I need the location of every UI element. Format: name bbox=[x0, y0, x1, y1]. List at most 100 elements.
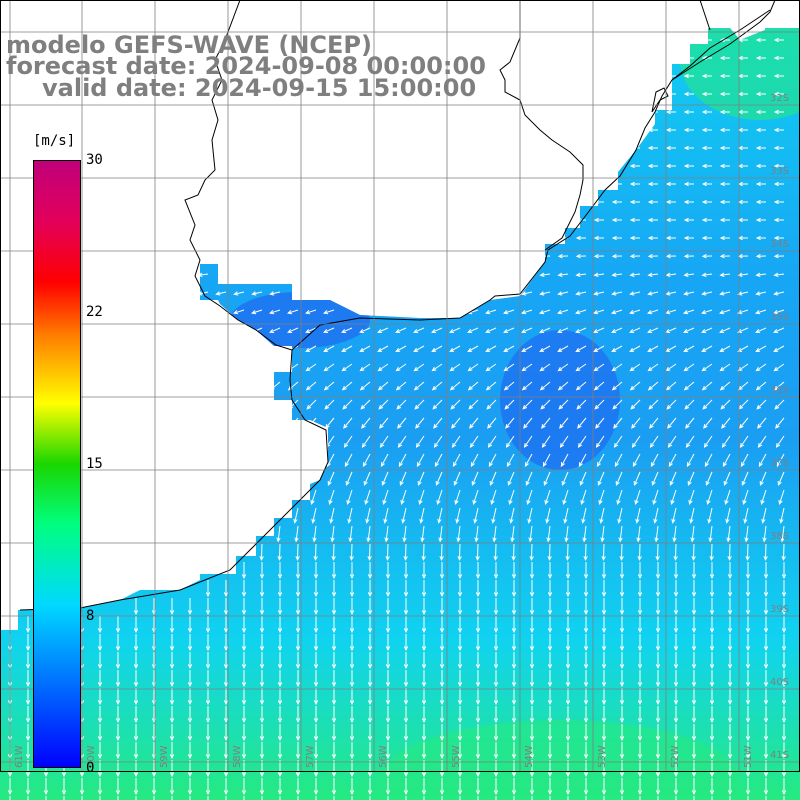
wind-arrow bbox=[241, 706, 247, 724]
wind-arrow bbox=[709, 706, 715, 724]
wind-arrow bbox=[745, 688, 751, 706]
wind-arrow bbox=[583, 543, 588, 562]
wind-arrow bbox=[367, 598, 373, 616]
wind-arrow bbox=[655, 760, 661, 778]
wind-arrow bbox=[349, 580, 355, 598]
wind-arrow bbox=[385, 616, 391, 634]
wind-arrow bbox=[557, 309, 569, 315]
wind-arrow bbox=[452, 453, 461, 468]
wind-arrow bbox=[691, 634, 697, 652]
wind-arrow bbox=[295, 543, 300, 562]
wind-arrow bbox=[187, 760, 193, 778]
longitude-label: 53W bbox=[597, 745, 608, 768]
wind-arrow bbox=[719, 91, 730, 97]
wind-arrow bbox=[665, 217, 676, 223]
coastline-segment bbox=[671, 0, 776, 81]
wind-arrow bbox=[565, 634, 571, 652]
wind-arrow bbox=[547, 742, 553, 760]
high-speed-zone bbox=[380, 720, 740, 800]
wind-arrow bbox=[385, 562, 391, 580]
estuary-low-speed bbox=[230, 292, 370, 348]
wind-arrow bbox=[583, 634, 589, 652]
wind-arrow bbox=[722, 453, 731, 468]
wind-arrow bbox=[701, 145, 712, 151]
wind-arrow bbox=[457, 760, 463, 778]
wind-arrow bbox=[169, 724, 175, 742]
wind-arrow bbox=[763, 706, 769, 724]
wind-arrow bbox=[691, 778, 697, 796]
wind-arrow bbox=[457, 688, 463, 706]
wind-arrow bbox=[575, 291, 587, 296]
wind-arrow bbox=[529, 652, 535, 670]
wind-arrow bbox=[582, 525, 587, 543]
wind-arrow bbox=[189, 796, 191, 800]
wind-arrow bbox=[349, 652, 355, 670]
wind-arrow bbox=[655, 562, 661, 580]
wind-arrow bbox=[665, 163, 676, 169]
wind-arrow bbox=[720, 399, 731, 410]
wind-arrow bbox=[673, 670, 679, 688]
wind-arrow bbox=[153, 796, 155, 800]
wind-arrow bbox=[397, 435, 407, 448]
wind-arrow bbox=[671, 507, 677, 524]
wind-arrow bbox=[456, 525, 461, 543]
wind-arrow bbox=[259, 760, 265, 778]
wind-arrow bbox=[341, 381, 353, 391]
wind-arrow bbox=[276, 525, 281, 543]
wind-arrow bbox=[133, 688, 139, 706]
wind-arrow bbox=[559, 435, 569, 448]
wind-arrow bbox=[403, 634, 409, 652]
wind-arrow bbox=[601, 580, 607, 598]
wind-arrow bbox=[763, 778, 769, 796]
wind-arrow bbox=[169, 706, 175, 724]
wind-arrow bbox=[223, 580, 229, 598]
wind-arrow bbox=[557, 363, 569, 372]
wind-arrow bbox=[269, 327, 281, 333]
wind-arrow bbox=[505, 435, 515, 448]
wind-arrow bbox=[631, 417, 641, 429]
wind-arrow bbox=[315, 796, 317, 800]
wind-arrow bbox=[419, 507, 425, 524]
wind-arrow bbox=[745, 706, 751, 724]
wind-arrow bbox=[613, 435, 623, 448]
wind-arrow bbox=[359, 363, 371, 372]
wind-arrow bbox=[614, 453, 623, 468]
wind-arrow bbox=[745, 652, 751, 670]
wind-arrow bbox=[525, 471, 533, 487]
wind-arrow bbox=[387, 796, 389, 800]
wind-arrow bbox=[289, 417, 299, 429]
wind-arrow bbox=[511, 688, 517, 706]
wind-arrow bbox=[493, 598, 499, 616]
wind-arrow bbox=[297, 796, 299, 800]
colorbar-tick-30: 30 bbox=[86, 152, 103, 168]
wind-arrow bbox=[421, 760, 427, 778]
wind-arrow bbox=[611, 381, 623, 391]
wind-arrow bbox=[583, 562, 589, 580]
wind-arrow bbox=[601, 634, 607, 652]
wind-arrow bbox=[755, 381, 767, 391]
wind-arrow bbox=[528, 525, 533, 543]
wind-arrow bbox=[379, 417, 389, 429]
wind-arrow bbox=[683, 217, 694, 223]
wind-arrow bbox=[277, 724, 283, 742]
wind-arrow bbox=[773, 253, 785, 259]
wind-arrow bbox=[385, 688, 391, 706]
wind-arrow bbox=[197, 272, 209, 277]
wind-arrow bbox=[205, 742, 211, 760]
wind-arrow bbox=[403, 652, 409, 670]
wind-arrow bbox=[403, 724, 409, 742]
wind-arrow bbox=[63, 796, 65, 800]
wind-arrow bbox=[488, 453, 497, 468]
wind-arrow bbox=[565, 724, 571, 742]
wind-arrow bbox=[755, 309, 767, 315]
wind-arrow bbox=[367, 724, 373, 742]
wind-arrow bbox=[739, 435, 749, 448]
wind-arrow bbox=[600, 525, 605, 543]
wind-arrow bbox=[343, 435, 353, 448]
longitude-label: 58W bbox=[232, 745, 243, 768]
longitude-label: 54W bbox=[524, 745, 535, 768]
wind-arrow bbox=[577, 435, 587, 448]
wind-arrow bbox=[647, 327, 659, 333]
wind-arrow bbox=[343, 417, 353, 429]
wind-arrow bbox=[581, 507, 587, 524]
